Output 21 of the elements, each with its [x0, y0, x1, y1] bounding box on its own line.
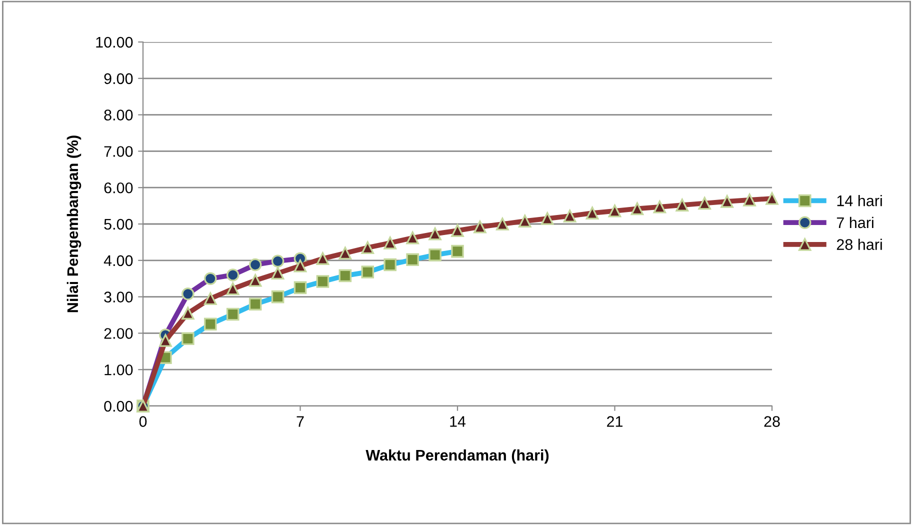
y-tick-label: 3.00 [104, 292, 133, 302]
legend-label: 7 hari [836, 216, 874, 228]
y-tick-label: 4.00 [104, 255, 133, 266]
y-tick-label: 8.00 [104, 110, 133, 120]
x-tick-label: 14 [450, 416, 466, 427]
y-tick-label: 6.00 [104, 182, 133, 194]
x-axis-title: Waktu Perendaman (hari) [366, 449, 549, 464]
y-tick-label: 1.00 [104, 364, 133, 376]
legend-label: 28 hari [836, 238, 882, 250]
y-tick-label: 5.00 [104, 218, 133, 230]
y-tick-label: 9.00 [104, 73, 133, 84]
y-tick-label: 7.00 [104, 146, 133, 157]
x-tick-label: 28 [764, 416, 780, 427]
y-tick-label: 0.00 [104, 400, 133, 412]
x-tick-label: 7 [296, 416, 304, 427]
legend-label: 14 hari [837, 195, 882, 206]
x-tick-label: 21 [607, 416, 622, 427]
x-tick-label: 0 [139, 416, 147, 427]
y-tick-label: 2.00 [104, 328, 133, 339]
y-axis-title: Nilai Pengembangan (%) [66, 136, 82, 312]
y-tick-label: 10.00 [96, 36, 133, 48]
